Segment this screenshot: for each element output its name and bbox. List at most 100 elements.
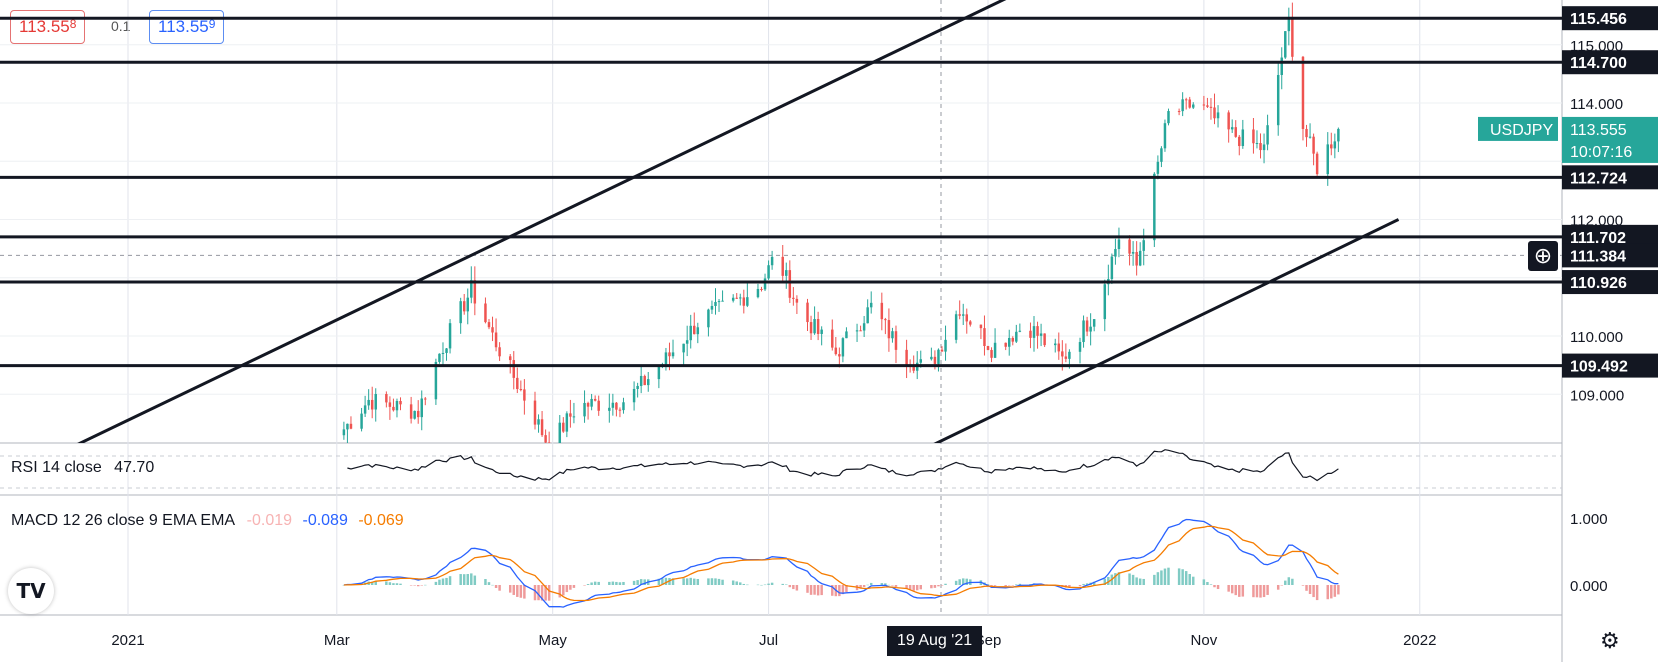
candle-body bbox=[473, 280, 477, 304]
candle-body bbox=[990, 349, 993, 358]
macd-histogram-bar bbox=[1276, 585, 1280, 590]
macd-histogram-bar bbox=[1287, 577, 1291, 585]
macd-histogram-bar bbox=[1156, 572, 1160, 585]
macd-histogram-bar bbox=[661, 578, 664, 585]
macd-histogram-bar bbox=[470, 573, 473, 585]
price-axis-label: 114.000 bbox=[1570, 96, 1623, 113]
candle-body bbox=[714, 301, 717, 306]
macd-histogram-bar bbox=[508, 585, 512, 593]
gear-icon[interactable]: ⚙ bbox=[1600, 628, 1620, 653]
time-axis-label: Jul bbox=[759, 632, 778, 649]
candle-body bbox=[880, 302, 884, 320]
macd-histogram-bar bbox=[933, 585, 937, 588]
macd-histogram-bar bbox=[1333, 585, 1337, 597]
candle-body bbox=[1181, 99, 1184, 112]
macd-histogram-bar bbox=[1114, 573, 1117, 585]
candle-body bbox=[1089, 326, 1092, 332]
candle-body bbox=[487, 322, 491, 328]
macd-histogram-bar bbox=[915, 585, 919, 591]
candle-body bbox=[795, 298, 799, 303]
macd-histogram-bar bbox=[841, 585, 845, 595]
candle-body bbox=[363, 405, 367, 414]
candle-body bbox=[717, 301, 721, 303]
macd-histogram-bar bbox=[809, 585, 813, 595]
macd-histogram-bar bbox=[1068, 585, 1071, 588]
macd-histogram-bar bbox=[569, 585, 572, 590]
candle-body bbox=[395, 400, 399, 411]
sell-price-button[interactable]: 113.558 bbox=[10, 10, 86, 44]
macd-histogram-bar bbox=[519, 585, 523, 598]
candle-body bbox=[1276, 74, 1280, 126]
macd-histogram-bar bbox=[1206, 582, 1209, 585]
trendline bbox=[77, 0, 1007, 443]
candle-body bbox=[445, 348, 448, 353]
candle-body bbox=[434, 361, 438, 400]
candle-body bbox=[731, 297, 735, 301]
candle-body bbox=[756, 288, 760, 298]
macd-histogram-bar bbox=[448, 576, 452, 585]
macd-histogram-bar bbox=[1227, 585, 1230, 592]
candle-body bbox=[1266, 125, 1269, 145]
macd-histogram-bar bbox=[416, 585, 420, 587]
macd-histogram-bar bbox=[590, 582, 593, 585]
macd-hist-value: -0.019 bbox=[246, 512, 293, 529]
price-tags: 115.456 114.700 112.724 111.702 110.926 109.4… bbox=[1478, 6, 1658, 378]
candle-body bbox=[859, 330, 862, 332]
macd-histogram-bar bbox=[498, 585, 501, 591]
macd-histogram-bar bbox=[434, 581, 438, 585]
macd-histogram-bar bbox=[445, 577, 448, 585]
candle-body bbox=[544, 435, 547, 443]
macd-axis-label: 0.000 bbox=[1570, 578, 1608, 595]
sell-price-main: 113.55 bbox=[19, 17, 70, 36]
candle-body bbox=[1301, 56, 1305, 129]
candle-body bbox=[1156, 161, 1160, 174]
macd-histogram-bar bbox=[1184, 571, 1188, 585]
candle-body bbox=[370, 399, 374, 410]
candle-body bbox=[862, 323, 866, 331]
macd-histogram-bar bbox=[887, 584, 891, 586]
candle-body bbox=[1163, 123, 1167, 149]
buy-price-button[interactable]: 113.559 bbox=[149, 10, 225, 44]
candle-body bbox=[1284, 31, 1287, 58]
macd-histogram-bar bbox=[1241, 585, 1245, 597]
macd-histogram-bar bbox=[370, 581, 374, 585]
macd-histogram-bar bbox=[1209, 584, 1213, 585]
buy-price-fraction: 9 bbox=[208, 17, 216, 31]
candle-body bbox=[622, 402, 625, 411]
candle-body bbox=[1128, 239, 1131, 254]
macd-histogram-bar bbox=[1234, 585, 1237, 596]
macd-histogram-bar bbox=[593, 581, 597, 585]
macd-histogram-bar bbox=[1011, 585, 1015, 586]
macd-histogram-bar bbox=[459, 574, 462, 585]
macd-legend[interactable]: MACD 12 26 close 9 EMA EMA -0.019 -0.089… bbox=[11, 512, 404, 530]
candle-body bbox=[533, 400, 537, 425]
macd-histogram-bar bbox=[615, 581, 618, 585]
candle-body bbox=[491, 327, 494, 333]
macd-histogram-bar bbox=[558, 585, 562, 598]
macd-histogram-bar bbox=[746, 584, 749, 586]
candle-body bbox=[1138, 250, 1142, 266]
candle-body bbox=[537, 419, 540, 425]
macd-histogram-bar bbox=[682, 578, 685, 585]
macd-histogram-bar bbox=[954, 580, 958, 585]
rsi-legend[interactable]: RSI 14 close 47.70 bbox=[11, 459, 154, 477]
macd-axis-label: 1.000 bbox=[1570, 511, 1608, 528]
candle-body bbox=[993, 342, 997, 358]
candle-body bbox=[887, 320, 891, 339]
symbol-tag bbox=[1478, 116, 1558, 141]
add-alert-plus-icon[interactable]: ⊕ bbox=[1528, 241, 1558, 271]
candle-body bbox=[1308, 136, 1312, 138]
last-price-label: 113.555 bbox=[1570, 122, 1627, 139]
tradingview-logo-icon[interactable]: TV bbox=[8, 568, 54, 614]
candle-body bbox=[1135, 251, 1138, 266]
candle-body bbox=[1054, 343, 1057, 346]
macd-histogram-bar bbox=[395, 583, 399, 585]
candle-body bbox=[664, 352, 668, 365]
candle-body bbox=[1213, 107, 1216, 119]
macd-histogram-bar bbox=[958, 579, 961, 585]
level-price-label: 111.702 bbox=[1570, 230, 1626, 247]
macd-histogram-bar bbox=[919, 585, 922, 590]
macd-histogram-bar bbox=[693, 578, 696, 585]
macd-histogram-bar bbox=[487, 582, 491, 585]
